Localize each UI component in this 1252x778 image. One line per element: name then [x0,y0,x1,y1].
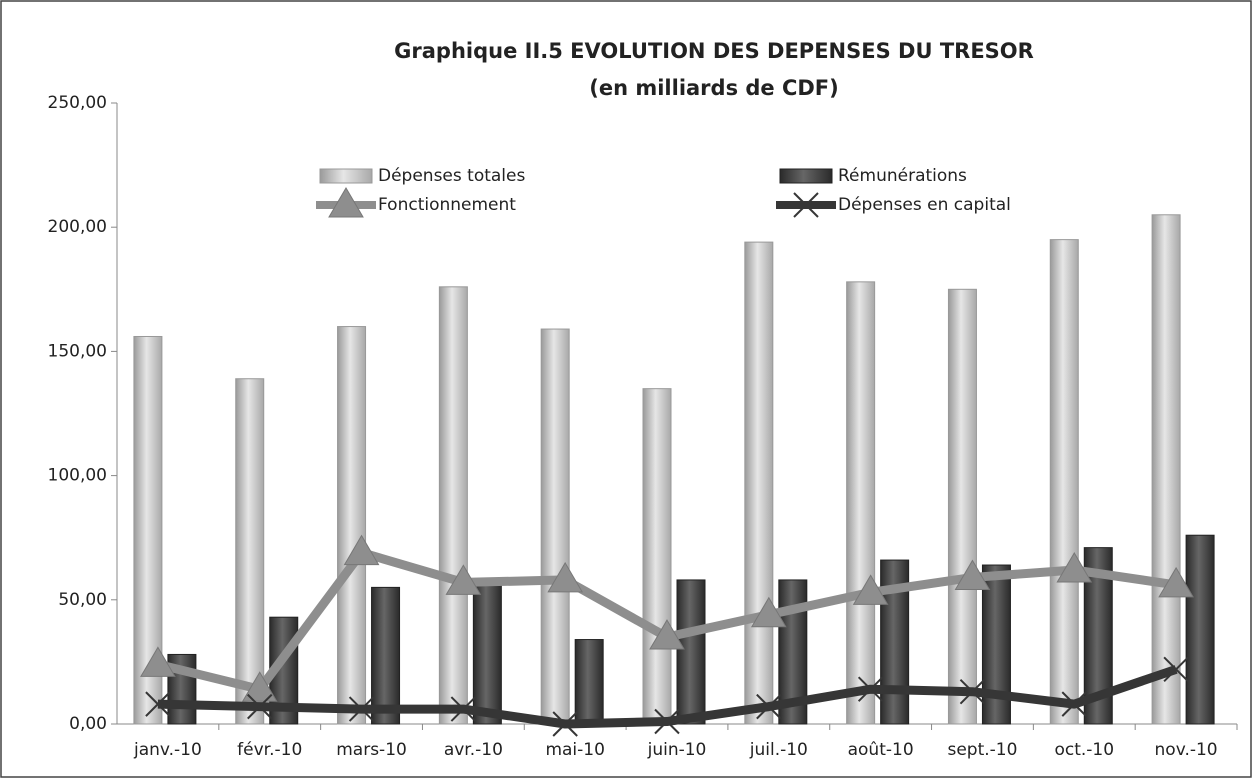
y-tick-label: 150,00 [48,341,107,361]
line-marker [348,696,375,722]
x-tick-label: sept.-10 [947,740,1017,760]
x-tick-label: juin-10 [647,740,707,760]
line-marker [756,693,782,720]
legend-label: Fonctionnement [378,195,516,215]
x-tick-label: oct.-10 [1054,740,1114,760]
line-marker [450,696,477,722]
legend-label: Dépenses en capital [838,195,1011,215]
x-tick-label: août-10 [848,740,914,760]
bar [947,288,977,725]
bar [676,579,706,725]
legend-swatch [779,168,833,184]
x-tick-label: juil.-10 [749,740,808,760]
x-tick-label: févr.-10 [237,740,302,760]
line-marker [343,534,380,566]
line-marker [750,596,787,628]
x-tick-label: nov.-10 [1155,740,1218,760]
line-marker [649,619,685,650]
bar [371,586,401,725]
line-marker [1158,566,1194,598]
bar [1049,239,1079,725]
legend-label: Rémunérations [838,166,967,186]
bar [1185,534,1215,725]
y-tick-label: 200,00 [48,217,107,237]
x-tick-label: mars-10 [336,740,407,760]
line-marker [1061,691,1087,717]
legend-swatch [319,168,373,184]
line-marker [247,693,273,720]
bar [235,378,265,725]
x-tick-label: avr.-10 [444,740,503,760]
x-tick-label: janv.-10 [133,740,202,760]
bar [337,326,367,725]
bar [1151,214,1181,725]
y-tick-label: 50,00 [58,590,107,610]
y-tick-label: 250,00 [48,93,107,113]
line-marker [241,671,278,702]
bar [472,584,502,725]
chart-title: Graphique II.5 EVOLUTION DES DEPENSES DU… [394,39,1034,63]
line-marker [852,574,889,605]
line-marker [445,564,482,595]
legend-marker [328,187,364,218]
line-marker [857,676,884,702]
line-marker [954,559,991,590]
bar [642,388,672,725]
line-marker [959,679,986,705]
line-marker [140,646,176,677]
legend-label: Dépenses totales [378,166,525,186]
line-marker [145,691,171,717]
line-marker [1163,656,1189,683]
y-tick-label: 100,00 [48,466,107,486]
legend-marker [793,192,819,218]
bar [846,281,876,725]
line-marker [552,711,578,737]
bar [540,328,570,725]
bar [744,241,774,725]
line-marker [654,708,680,735]
line-marker [547,561,584,593]
y-tick-label: 0,00 [69,714,107,734]
bar [574,639,604,725]
chart-subtitle: (en milliards de CDF) [589,76,839,100]
x-tick-label: mai-10 [545,740,604,760]
bar [438,286,468,725]
line-marker [1056,552,1093,583]
